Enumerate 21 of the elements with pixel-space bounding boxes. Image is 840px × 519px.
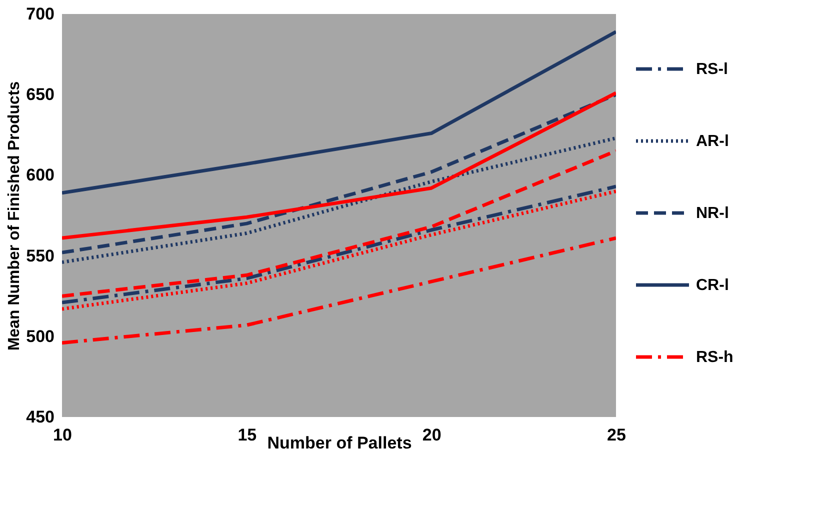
legend-label: RS-l [696,61,728,78]
y-tick-label: 550 [26,246,54,266]
y-tick-label: 450 [26,408,54,426]
legend-label: CR-l [696,277,729,294]
y-tick-label: 700 [26,4,54,24]
line-series [62,149,616,298]
legend-label: AR-l [696,133,729,150]
x-axis-title: Number of Pallets [267,434,412,452]
x-tick-label: 25 [607,426,626,444]
x-tick-label: 15 [238,426,257,444]
line-series [62,30,616,195]
legend-label: NR-l [696,205,729,222]
y-tick-label: 500 [26,326,54,346]
line-series [62,236,616,345]
line-series [62,136,616,264]
legend-label: RS-h [696,349,734,366]
y-tick-label: 650 [26,85,54,104]
y-axis-title: Mean Number of Finished Products [6,81,24,351]
x-tick-label: 10 [53,426,72,444]
y-tick-label: 600 [26,166,54,185]
x-tick-label: 20 [422,426,442,444]
